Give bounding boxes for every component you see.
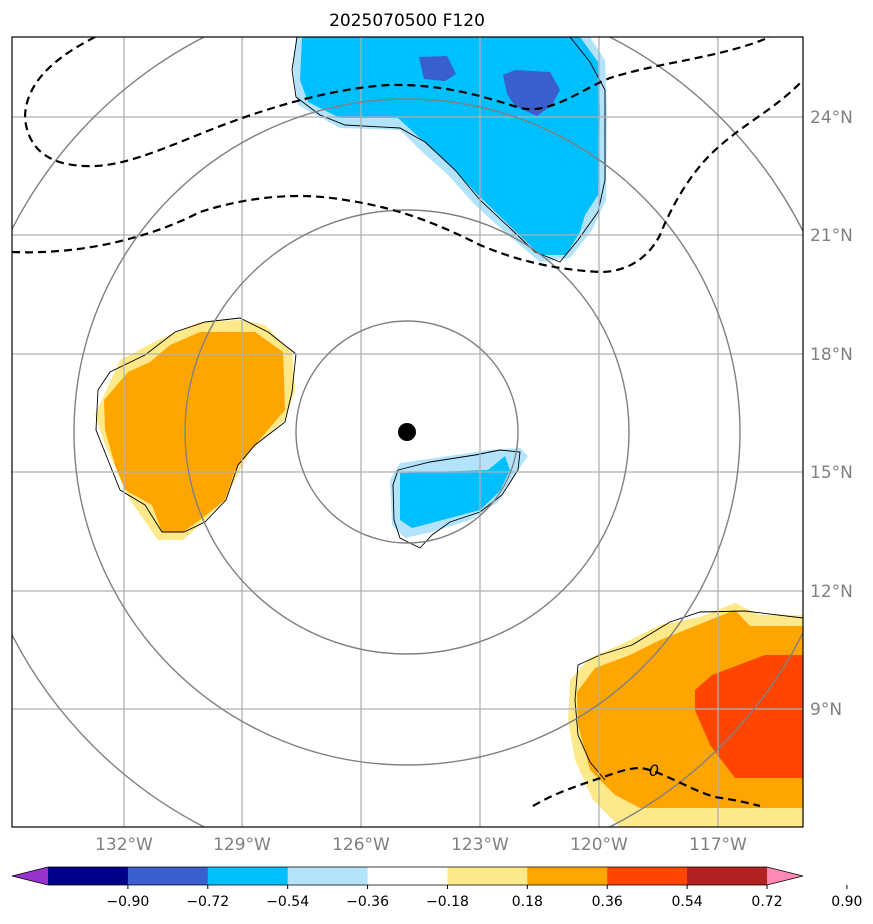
zero-contour-mid bbox=[12, 79, 803, 274]
map-title: 2025070500 F120 bbox=[329, 11, 485, 31]
colorbar-segment bbox=[207, 867, 289, 885]
colorbar-extend-min bbox=[12, 867, 48, 885]
range-rings bbox=[12, 37, 803, 827]
lat-label-21: 21°N bbox=[810, 226, 853, 246]
gridlines bbox=[12, 37, 803, 827]
zero-contours bbox=[12, 37, 803, 808]
colorbar-tick-label: −0.90 bbox=[106, 894, 149, 910]
colorbar-segment bbox=[447, 867, 528, 885]
colorbar-tick-label: −0.72 bbox=[186, 894, 229, 910]
colorbar-tick-label: −0.54 bbox=[266, 894, 309, 910]
outline-west bbox=[95, 317, 297, 533]
colorbar-segment bbox=[607, 867, 688, 885]
colorbar: −0.90 −0.72 −0.54 −0.36 −0.18 0.18 0.36 0.54 0.7… bbox=[11, 866, 862, 910]
lat-labels: 24°N 21°N 18°N 15°N 12°N 9°N bbox=[810, 108, 853, 720]
lat-label-12: 12°N bbox=[810, 582, 853, 602]
map-area: 0 bbox=[12, 37, 803, 827]
colorbar-segment bbox=[367, 867, 448, 885]
colorbar-tick-label: 0.36 bbox=[592, 894, 623, 910]
lon-label-123w: 123°W bbox=[451, 835, 509, 855]
colorbar-extend-max bbox=[767, 867, 803, 885]
outline-se bbox=[574, 610, 803, 781]
colorbar-tick-label: 0.72 bbox=[751, 894, 782, 910]
lat-label-18: 18°N bbox=[810, 345, 853, 365]
range-ring-2 bbox=[184, 209, 630, 655]
zero-contour-se bbox=[532, 766, 761, 808]
colorbar-segment bbox=[48, 867, 129, 885]
lon-label-126w: 126°W bbox=[332, 835, 390, 855]
colorbar-segment bbox=[287, 867, 369, 885]
range-ring-1 bbox=[295, 320, 519, 544]
colorbar-segment bbox=[687, 867, 768, 885]
lon-label-120w: 120°W bbox=[570, 835, 628, 855]
zero-contour-nw-loop bbox=[23, 37, 771, 168]
shade-north-dark-2 bbox=[503, 70, 560, 116]
lon-label-117w: 117°W bbox=[689, 835, 747, 855]
lat-label-24: 24°N bbox=[810, 108, 853, 128]
colorbar-segment bbox=[127, 867, 209, 885]
lat-label-9: 9°N bbox=[810, 700, 842, 720]
shade-north-dark-1 bbox=[419, 56, 456, 81]
lon-labels: 132°W 129°W 126°W 123°W 120°W 117°W bbox=[95, 835, 747, 855]
lon-label-132w: 132°W bbox=[95, 835, 153, 855]
shade-se-red bbox=[695, 655, 803, 778]
storm-center-marker bbox=[398, 423, 416, 441]
lat-label-15: 15°N bbox=[810, 463, 853, 483]
colorbar-segment bbox=[527, 867, 608, 885]
colorbar-tick-label: 0.18 bbox=[512, 894, 543, 910]
range-ring-3 bbox=[73, 98, 741, 766]
contour-label-zero: 0 bbox=[649, 761, 659, 780]
map-frame bbox=[11, 36, 804, 828]
colorbar-tick-label: 0.54 bbox=[672, 894, 703, 910]
shade-central-mid bbox=[400, 456, 510, 528]
colorbar-outline bbox=[11, 866, 804, 886]
colorbar-tick-label: 0.90 bbox=[831, 894, 862, 910]
colorbar-tick-label: −0.18 bbox=[426, 894, 469, 910]
colorbar-tick-label: −0.36 bbox=[346, 894, 389, 910]
shading-layer bbox=[95, 37, 803, 827]
lon-label-129w: 129°W bbox=[213, 835, 271, 855]
shade-west-orange bbox=[104, 332, 285, 532]
